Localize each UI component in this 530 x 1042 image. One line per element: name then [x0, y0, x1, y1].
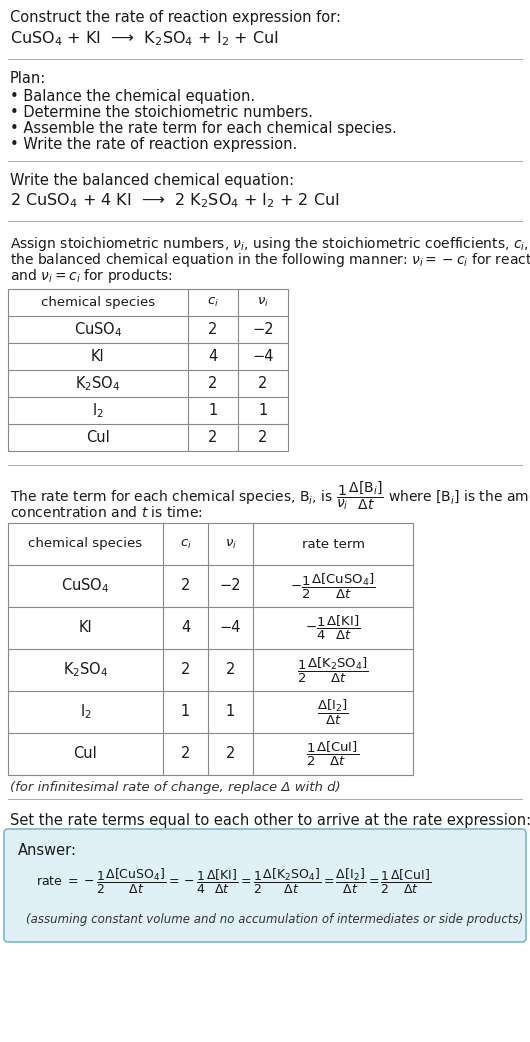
Text: Plan:: Plan: — [10, 71, 46, 86]
Text: CuI: CuI — [86, 430, 110, 445]
Text: $-\dfrac{1}{4}\dfrac{\Delta[\mathrm{KI}]}{\Delta t}$: $-\dfrac{1}{4}\dfrac{\Delta[\mathrm{KI}]… — [305, 614, 360, 642]
Text: (assuming constant volume and no accumulation of intermediates or side products): (assuming constant volume and no accumul… — [26, 913, 523, 926]
Text: rate $= -\dfrac{1}{2}\dfrac{\Delta[\mathrm{CuSO_4}]}{\Delta t} = -\dfrac{1}{4}\d: rate $= -\dfrac{1}{2}\dfrac{\Delta[\math… — [36, 867, 431, 896]
Text: Assign stoichiometric numbers, $\nu_i$, using the stoichiometric coefficients, $: Assign stoichiometric numbers, $\nu_i$, … — [10, 235, 530, 253]
Text: rate term: rate term — [302, 538, 365, 550]
Text: 2 CuSO$_4$ + 4 KI  ⟶  2 K$_2$SO$_4$ + I$_2$ + 2 CuI: 2 CuSO$_4$ + 4 KI ⟶ 2 K$_2$SO$_4$ + I$_2… — [10, 191, 340, 209]
Text: KI: KI — [91, 349, 105, 364]
Text: 1: 1 — [226, 704, 235, 719]
Text: 1: 1 — [208, 403, 218, 418]
Text: The rate term for each chemical species, B$_i$, is $\dfrac{1}{\nu_i}\dfrac{\Delt: The rate term for each chemical species,… — [10, 479, 530, 512]
Text: K$_2$SO$_4$: K$_2$SO$_4$ — [75, 374, 121, 393]
Text: and $\nu_i = c_i$ for products:: and $\nu_i = c_i$ for products: — [10, 267, 173, 286]
Text: −4: −4 — [252, 349, 274, 364]
Text: 1: 1 — [259, 403, 268, 418]
Text: KI: KI — [78, 620, 92, 636]
Text: • Assemble the rate term for each chemical species.: • Assemble the rate term for each chemic… — [10, 121, 397, 137]
Text: $c_i$: $c_i$ — [207, 296, 219, 309]
Text: 2: 2 — [181, 746, 190, 762]
Text: Construct the rate of reaction expression for:: Construct the rate of reaction expressio… — [10, 10, 341, 25]
Text: CuSO$_4$: CuSO$_4$ — [61, 576, 110, 595]
Text: I$_2$: I$_2$ — [92, 401, 104, 420]
Text: −2: −2 — [220, 578, 241, 594]
Text: $\nu_i$: $\nu_i$ — [257, 296, 269, 309]
Bar — [8, 289, 288, 451]
Text: CuSO$_4$ + KI  ⟶  K$_2$SO$_4$ + I$_2$ + CuI: CuSO$_4$ + KI ⟶ K$_2$SO$_4$ + I$_2$ + Cu… — [10, 29, 279, 48]
Text: 2: 2 — [208, 322, 218, 337]
Text: concentration and $t$ is time:: concentration and $t$ is time: — [10, 505, 202, 520]
Text: chemical species: chemical species — [29, 538, 143, 550]
Text: 2: 2 — [181, 578, 190, 594]
Text: Write the balanced chemical equation:: Write the balanced chemical equation: — [10, 173, 294, 188]
Text: $\nu_i$: $\nu_i$ — [225, 538, 236, 550]
Text: K$_2$SO$_4$: K$_2$SO$_4$ — [63, 661, 108, 679]
Text: (for infinitesimal rate of change, replace Δ with d): (for infinitesimal rate of change, repla… — [10, 782, 341, 794]
Text: 2: 2 — [208, 376, 218, 391]
Text: I$_2$: I$_2$ — [80, 702, 92, 721]
Text: 2: 2 — [208, 430, 218, 445]
Text: −2: −2 — [252, 322, 274, 337]
Text: chemical species: chemical species — [41, 296, 155, 309]
Text: 4: 4 — [181, 620, 190, 636]
Text: 2: 2 — [258, 430, 268, 445]
Text: 4: 4 — [208, 349, 218, 364]
Text: • Determine the stoichiometric numbers.: • Determine the stoichiometric numbers. — [10, 105, 313, 120]
Text: 2: 2 — [226, 746, 235, 762]
Text: −4: −4 — [220, 620, 241, 636]
Text: 2: 2 — [226, 663, 235, 677]
Text: 2: 2 — [258, 376, 268, 391]
Text: $c_i$: $c_i$ — [180, 538, 191, 550]
Text: $\dfrac{\Delta[\mathrm{I_2}]}{\Delta t}$: $\dfrac{\Delta[\mathrm{I_2}]}{\Delta t}$ — [317, 697, 349, 726]
Text: • Balance the chemical equation.: • Balance the chemical equation. — [10, 89, 255, 104]
Text: the balanced chemical equation in the following manner: $\nu_i = -c_i$ for react: the balanced chemical equation in the fo… — [10, 251, 530, 269]
Text: CuI: CuI — [74, 746, 98, 762]
Text: Answer:: Answer: — [18, 843, 77, 858]
FancyBboxPatch shape — [4, 829, 526, 942]
Bar — [8, 523, 413, 775]
Text: • Write the rate of reaction expression.: • Write the rate of reaction expression. — [10, 137, 297, 152]
Text: CuSO$_4$: CuSO$_4$ — [74, 320, 122, 339]
Text: $\dfrac{1}{2}\dfrac{\Delta[\mathrm{CuI}]}{\Delta t}$: $\dfrac{1}{2}\dfrac{\Delta[\mathrm{CuI}]… — [306, 740, 359, 768]
Text: 2: 2 — [181, 663, 190, 677]
Text: $-\dfrac{1}{2}\dfrac{\Delta[\mathrm{CuSO_4}]}{\Delta t}$: $-\dfrac{1}{2}\dfrac{\Delta[\mathrm{CuSO… — [290, 571, 376, 600]
Text: $\dfrac{1}{2}\dfrac{\Delta[\mathrm{K_2SO_4}]}{\Delta t}$: $\dfrac{1}{2}\dfrac{\Delta[\mathrm{K_2SO… — [297, 655, 369, 685]
Text: 1: 1 — [181, 704, 190, 719]
Text: Set the rate terms equal to each other to arrive at the rate expression:: Set the rate terms equal to each other t… — [10, 813, 530, 828]
